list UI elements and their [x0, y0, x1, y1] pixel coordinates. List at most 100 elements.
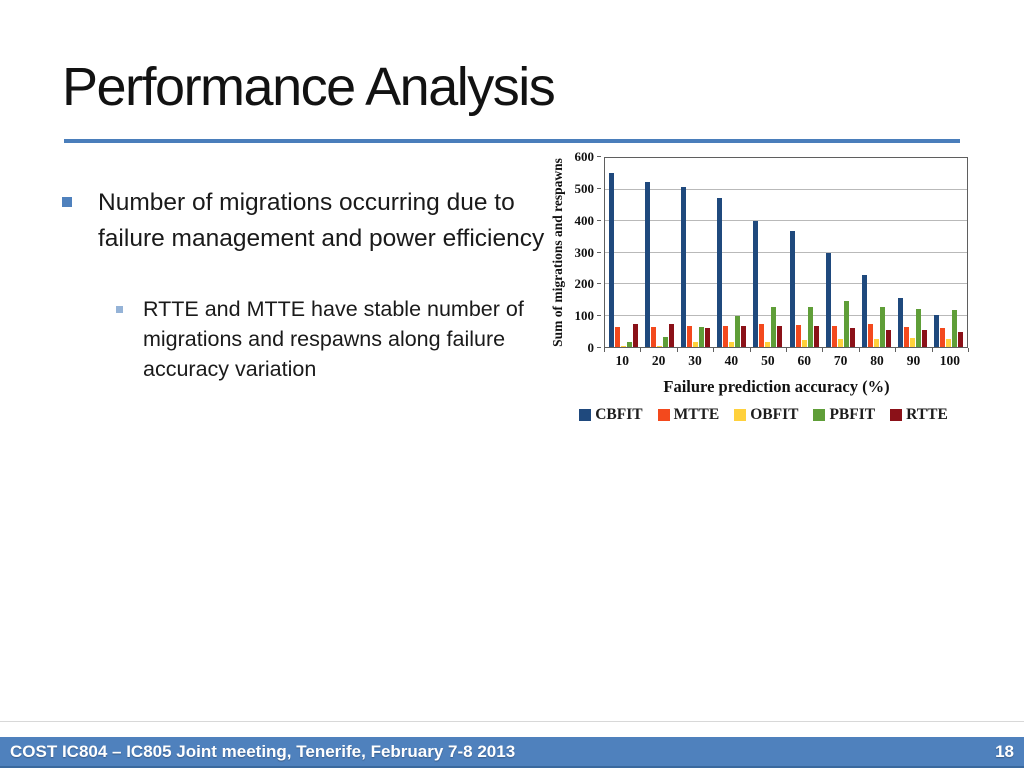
bar-cbfit-40 [717, 198, 723, 347]
footer-divider [0, 721, 1024, 722]
bar-pbfit-30 [699, 326, 704, 347]
bar-rtte-30 [705, 327, 710, 347]
bar-mtte-30 [687, 325, 692, 347]
legend-label-pbfit: PBFIT [829, 406, 876, 423]
legend-item-rtte: RTTE [890, 406, 948, 424]
plot-area [604, 157, 968, 348]
bar-rtte-40 [741, 326, 747, 347]
bar-obfit-70 [837, 338, 843, 347]
sub-bullet-square-icon [116, 306, 123, 313]
bar-pbfit-20 [662, 336, 668, 347]
x-tick-label-10: 10 [615, 353, 629, 368]
bar-group-90 [895, 158, 931, 347]
x-tick-label-50: 50 [761, 353, 775, 368]
footer-bar: COST IC804 – IC805 Joint meeting, Teneri… [0, 737, 1024, 768]
bar-cbfit-10 [608, 173, 614, 347]
bar-pbfit-90 [916, 308, 922, 347]
x-tick-mark [713, 348, 715, 352]
bar-cbfit-100 [934, 314, 940, 347]
bar-cbfit-50 [753, 220, 759, 347]
bar-rtte-100 [958, 331, 964, 347]
gridline-200 [605, 283, 967, 284]
y-tick-mark-600 [597, 156, 601, 157]
y-tick-label-600: 600 [574, 149, 595, 164]
x-tick-label-30: 30 [688, 353, 702, 368]
gridline-100 [605, 314, 967, 316]
y-tick-mark-300 [597, 251, 601, 253]
bar-group-50 [750, 158, 786, 347]
bar-obfit-90 [910, 337, 916, 347]
bar-group-20 [641, 158, 677, 347]
bar-obfit-10 [620, 346, 626, 347]
bar-pbfit-100 [952, 309, 958, 347]
footer-text: COST IC804 – IC805 Joint meeting, Teneri… [10, 741, 516, 761]
bar-obfit-30 [693, 341, 698, 347]
legend-label-obfit: OBFIT [750, 406, 799, 423]
bar-pbfit-60 [807, 307, 813, 347]
bar-mtte-90 [904, 326, 910, 347]
bar-mtte-70 [831, 325, 837, 347]
title-underline [64, 139, 960, 143]
y-tick-mark-100 [597, 315, 601, 317]
bar-mtte-10 [614, 326, 620, 347]
bar-mtte-20 [650, 326, 656, 347]
bar-cbfit-90 [898, 297, 904, 347]
x-tick-label-60: 60 [797, 353, 811, 368]
bar-obfit-100 [946, 338, 952, 347]
bar-cbfit-80 [862, 275, 868, 347]
x-tick-mark [786, 348, 787, 352]
bar-mtte-100 [940, 327, 946, 347]
x-tick-mark [895, 348, 897, 352]
bar-obfit-60 [801, 340, 807, 347]
x-axis-ticks: 10 20 30 40 50 60 70 80 90 100 [604, 353, 968, 369]
page-number: 18 [995, 741, 1014, 761]
y-tick-mark-500 [597, 187, 601, 189]
y-tick-mark-0 [597, 347, 601, 348]
bar-cbfit-60 [789, 231, 795, 347]
bar-rtte-90 [922, 330, 928, 347]
bar-cbfit-70 [825, 253, 831, 347]
bar-cbfit-30 [681, 186, 686, 347]
legend-item-cbfit: CBFIT [579, 406, 643, 424]
x-tick-mark [749, 348, 751, 352]
x-tick-label-70: 70 [833, 353, 848, 368]
bar-group-100 [931, 158, 967, 347]
y-axis-ticks: 0 100 200 300 400 500 600 [561, 149, 601, 355]
legend-item-obfit: OBFIT [734, 406, 798, 424]
bar-group-10 [605, 158, 641, 347]
bar-mtte-60 [795, 324, 801, 347]
x-tick-label-100: 100 [939, 353, 960, 368]
legend-swatch-icon-mtte [657, 409, 670, 421]
gridline-300 [605, 251, 967, 253]
bar-rtte-80 [886, 329, 892, 347]
legend-swatch-icon-pbfit [813, 409, 826, 421]
bar-rtte-50 [777, 326, 783, 347]
bullet-sub-text: RTTE and MTTE have stable number of migr… [143, 297, 524, 381]
bullet-square-icon [62, 197, 72, 207]
y-tick-label-0: 0 [587, 340, 595, 355]
y-tick-label-400: 400 [574, 212, 595, 228]
x-axis-tickmarks [604, 348, 969, 352]
legend-label-rtte: RTTE [906, 406, 948, 423]
legend-item-mtte: MTTE [657, 406, 720, 424]
slide-title: Performance Analysis [62, 57, 556, 117]
bar-pbfit-40 [735, 316, 741, 347]
x-axis-label: Failure prediction accuracy (%) [663, 377, 890, 396]
legend-item-pbfit: PBFIT [813, 406, 875, 424]
gridline-400 [605, 220, 967, 221]
x-tick-mark [676, 348, 678, 352]
bar-rtte-60 [813, 325, 819, 347]
bar-rtte-20 [668, 323, 674, 347]
legend-swatch-icon-rtte [890, 409, 903, 421]
y-tick-label-500: 500 [574, 180, 595, 196]
bullet-main-text: Number of migrations occurring due to fa… [98, 189, 545, 252]
legend-label-mtte: MTTE [673, 406, 720, 423]
bar-group-70 [822, 158, 858, 347]
bar-pbfit-10 [626, 342, 632, 347]
x-tick-label-20: 20 [651, 353, 666, 368]
x-tick-label-80: 80 [870, 353, 884, 368]
bar-group-30 [677, 158, 713, 347]
y-tick-mark-200 [597, 283, 601, 285]
bar-rtte-10 [632, 324, 638, 347]
